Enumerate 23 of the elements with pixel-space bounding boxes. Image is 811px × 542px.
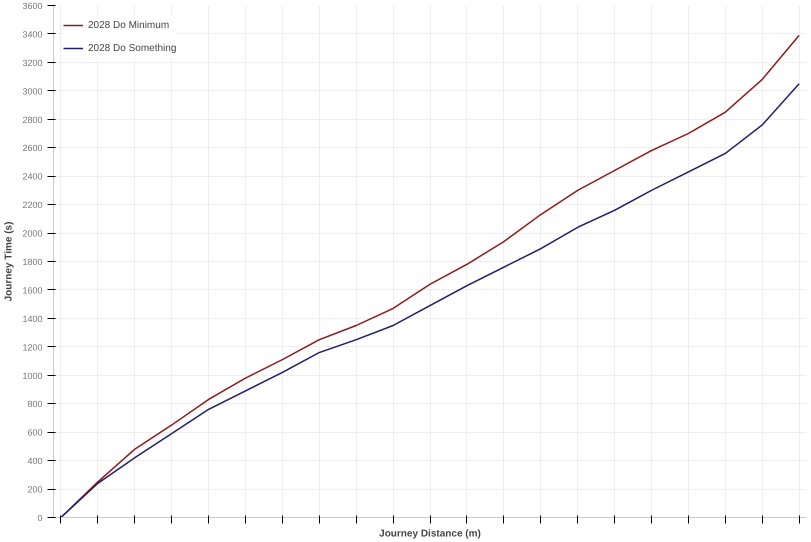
y-tick-label: 2400 bbox=[22, 172, 43, 182]
y-tick-label: 1000 bbox=[22, 370, 43, 381]
y-tick-label: 800 bbox=[27, 399, 43, 410]
y-tick-label: 600 bbox=[27, 428, 43, 438]
y-tick-label: 2600 bbox=[22, 143, 43, 154]
y-tick-label: 2000 bbox=[22, 228, 43, 239]
y-tick-label: 3000 bbox=[22, 86, 43, 96]
y-tick-label: 1200 bbox=[22, 342, 43, 352]
y-tick-label: 1800 bbox=[22, 257, 43, 267]
y-tick-label: 200 bbox=[27, 484, 43, 495]
y-tick-label: 1600 bbox=[22, 285, 43, 296]
y-tick-label: 2200 bbox=[22, 200, 43, 210]
y-tick-label: 3200 bbox=[22, 58, 43, 68]
legend-label: 2028 Do Something bbox=[88, 42, 176, 54]
y-tick-label: 2800 bbox=[22, 114, 43, 125]
y-axis-title: Journey Time (s) bbox=[3, 222, 14, 302]
y-tick-label: 3600 bbox=[22, 1, 43, 11]
y-tick-label: 3400 bbox=[22, 29, 43, 40]
y-tick-label: 400 bbox=[27, 456, 43, 466]
y-tick-label: 1400 bbox=[22, 314, 43, 324]
x-axis-title: Journey Distance (m) bbox=[379, 528, 481, 540]
y-tick-label: 0 bbox=[37, 513, 43, 523]
legend-label: 2028 Do Minimum bbox=[88, 20, 170, 30]
